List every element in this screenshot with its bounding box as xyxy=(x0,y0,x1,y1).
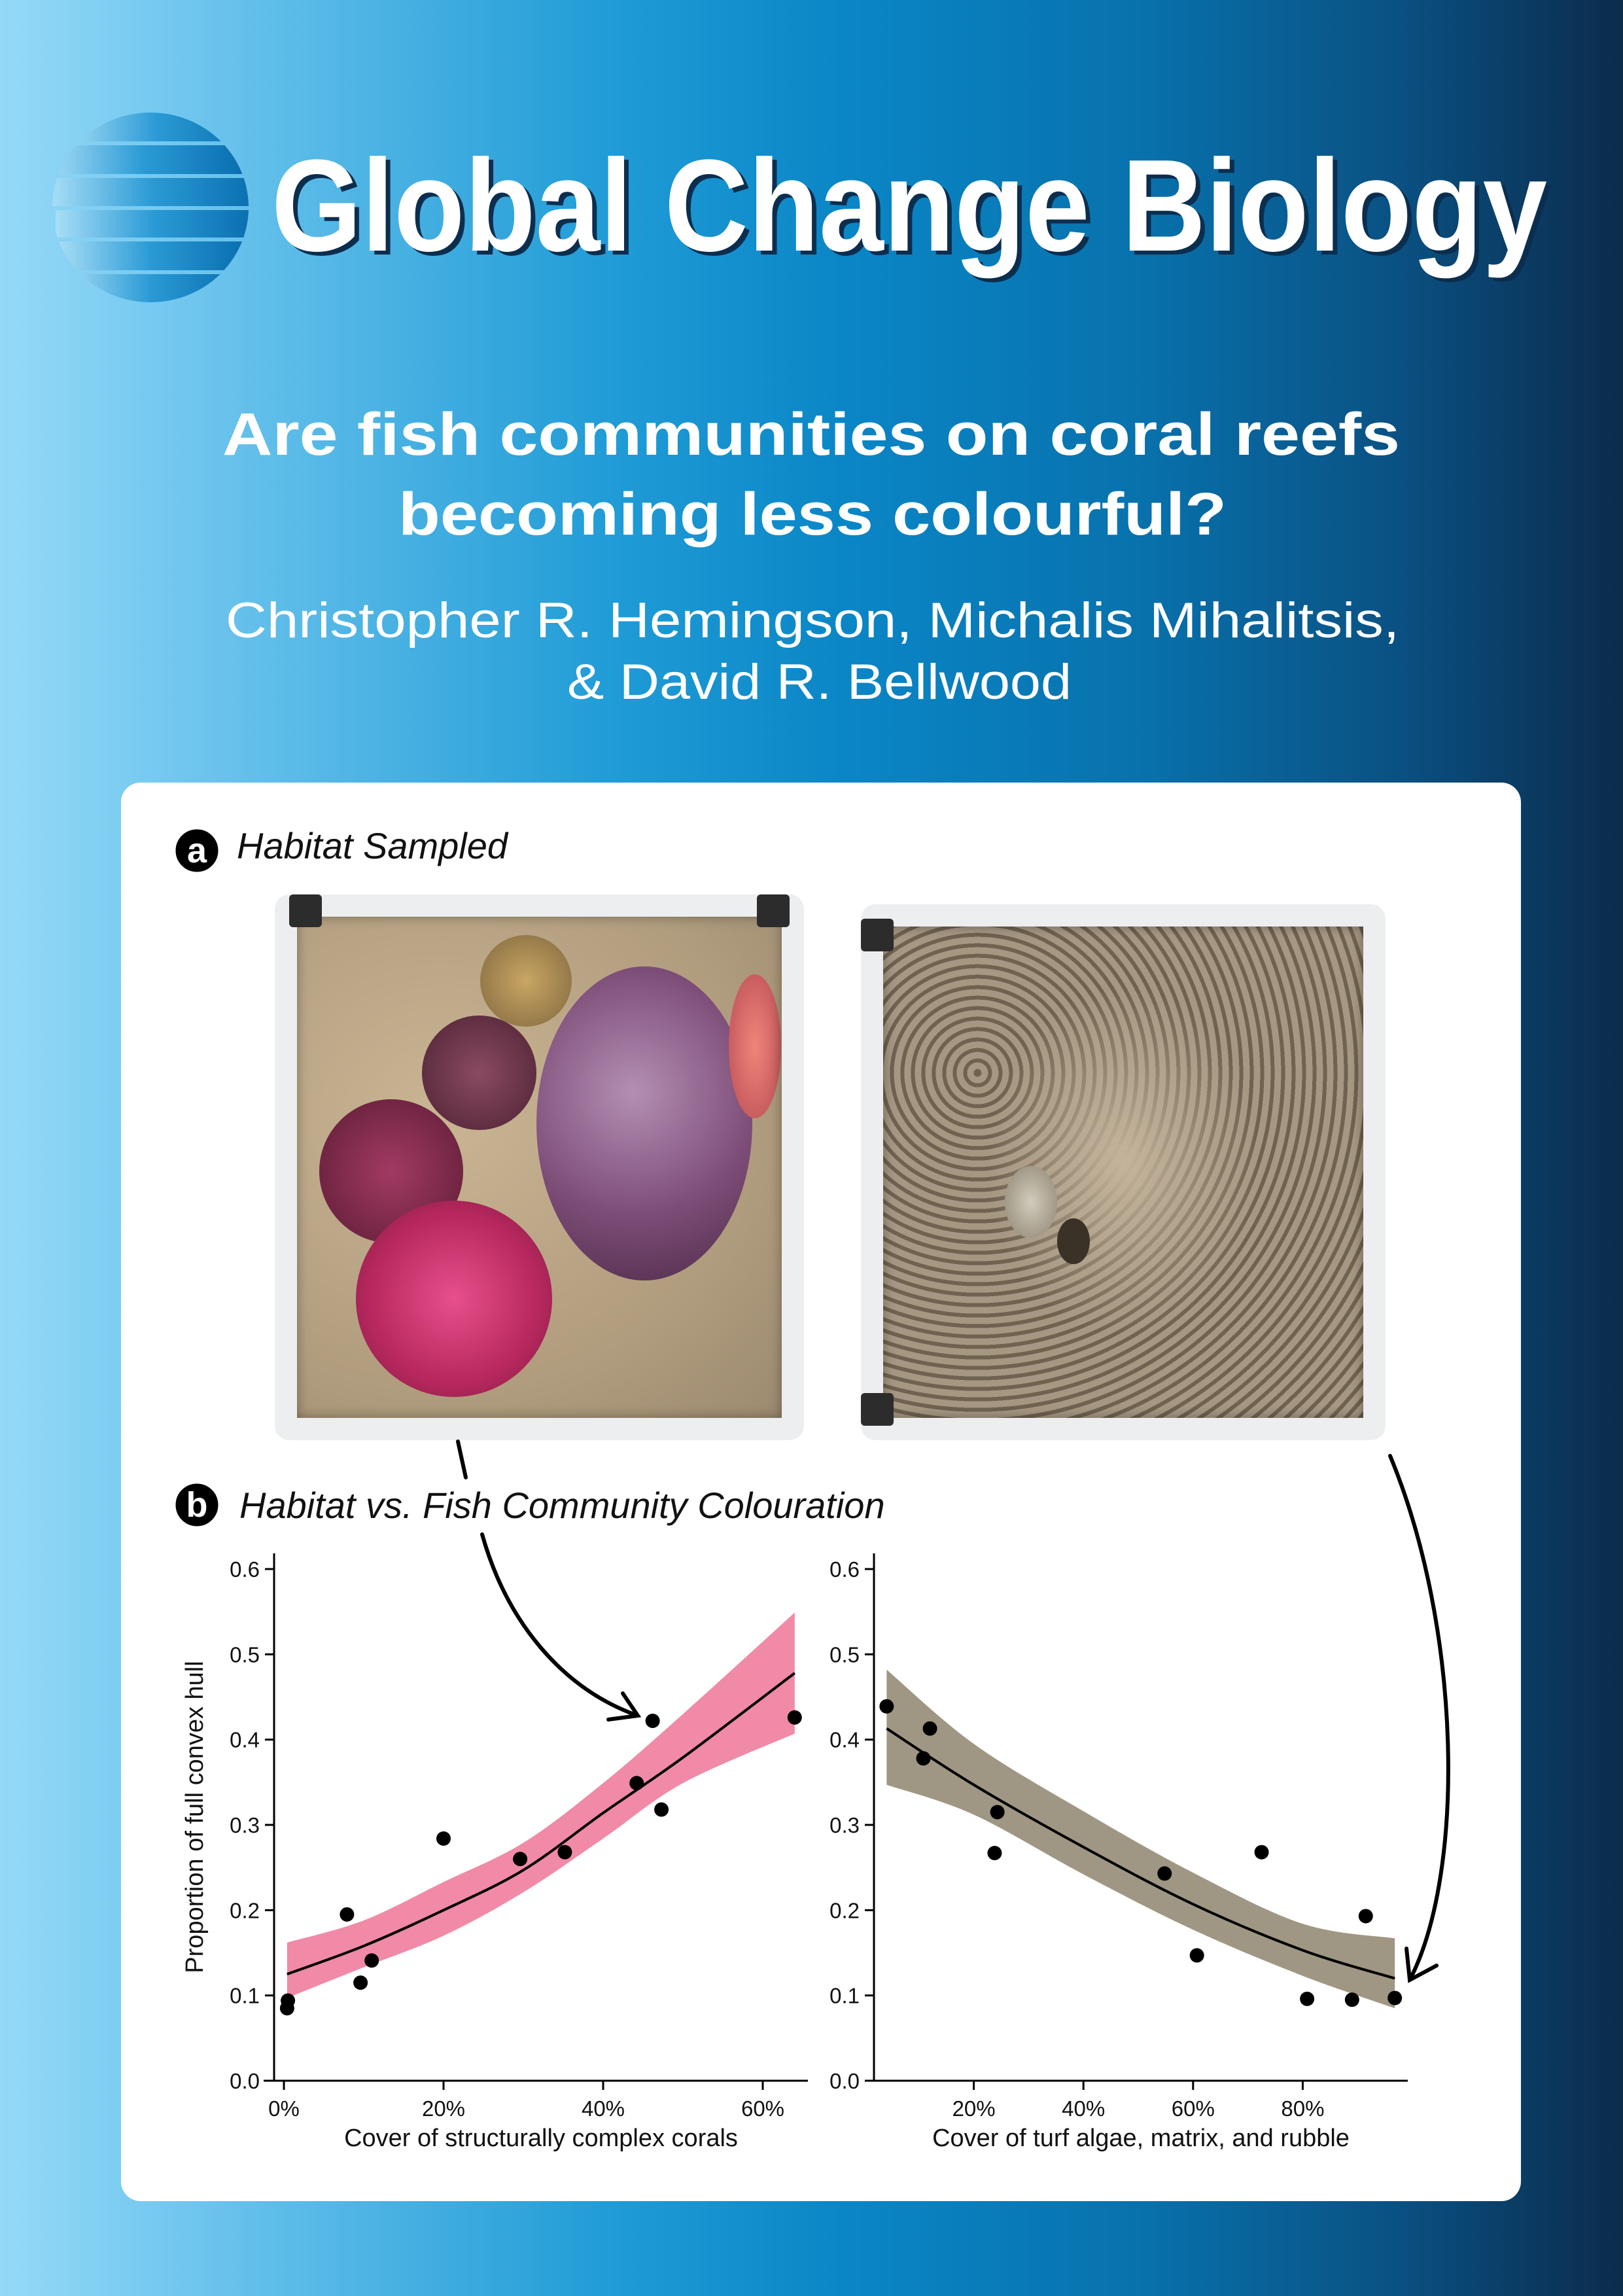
y-tick-label: 0.4 xyxy=(230,1728,260,1752)
coral-purple-cluster xyxy=(536,966,752,1280)
fit-line xyxy=(886,1727,1395,1980)
y-tick-label: 0.6 xyxy=(230,1557,260,1581)
y-tick-label: 0.3 xyxy=(230,1813,260,1837)
y-tick-label: 0.4 xyxy=(829,1728,860,1752)
data-point xyxy=(1157,1866,1172,1881)
data-point xyxy=(629,1776,644,1791)
panel-b-title: Habitat vs. Fish Community Colouration xyxy=(239,1485,885,1526)
data-point xyxy=(436,1831,451,1846)
confidence-band xyxy=(886,1669,1395,2009)
y-tick-label: 0.0 xyxy=(230,2069,260,2093)
data-point xyxy=(916,1751,931,1766)
x-tick-label: 60% xyxy=(741,2096,784,2121)
y-tick-label: 0.3 xyxy=(829,1813,860,1837)
data-point xyxy=(281,1993,296,2008)
x-tick-label: 20% xyxy=(422,2096,465,2121)
y-tick-label: 0.1 xyxy=(230,1984,260,2008)
header: Global Change Biology Are fish communiti… xyxy=(52,113,1547,710)
arrow-algae-to-point xyxy=(1388,1454,1450,1983)
panel-a-badge xyxy=(173,827,220,874)
panel-a-badge-letter: a xyxy=(187,831,207,870)
photo-coral-quadrat xyxy=(275,894,804,1440)
y-tick-label: 0.2 xyxy=(230,1898,260,1922)
y-tick-label: 0.6 xyxy=(829,1557,860,1581)
panel-b-badge xyxy=(173,1481,220,1528)
confidence-band xyxy=(287,1612,795,1998)
panel-a-title: Habitat Sampled xyxy=(237,825,509,866)
y-tick-label: 0.5 xyxy=(230,1642,260,1667)
x-tick-label: 40% xyxy=(582,2096,625,2121)
y-tick-label: 0.1 xyxy=(829,1984,860,2008)
panel-b-label: b Habitat vs. Fish Community Colouration xyxy=(173,1481,885,1528)
data-point xyxy=(1189,1948,1204,1963)
data-point xyxy=(513,1852,528,1867)
panel-b-badge-letter: b xyxy=(186,1485,208,1525)
authors-line-1: Christopher R. Hemingson, Michalis Mihal… xyxy=(226,593,1399,648)
data-point xyxy=(1344,1992,1359,2007)
data-point xyxy=(1358,1909,1373,1924)
article-title-line-1: Are fish communities on coral reefs xyxy=(222,401,1400,468)
data-point xyxy=(987,1846,1002,1861)
x-axis-title: Cover of structurally complex corals xyxy=(344,2125,738,2152)
data-point xyxy=(879,1699,894,1714)
chart-coral-cover: 0.0 0.1 0.2 0.3 0.4 0.5 0.6 0% 20% 40% 60%Cover of… xyxy=(181,1553,808,2152)
journal-title: Global Change Biology xyxy=(271,133,1547,279)
chart-algae-cover: 0.0 0.1 0.2 0.3 0.4 0.5 0.6 20% 40% 60% 80% Cover o… xyxy=(829,1553,1408,2152)
data-point xyxy=(922,1721,937,1736)
data-point xyxy=(1387,1990,1403,2005)
x-axis-title: Cover of turf algae, matrix, and rubble xyxy=(932,2125,1350,2152)
data-point xyxy=(990,1805,1005,1820)
data-point xyxy=(645,1713,660,1728)
data-point xyxy=(340,1907,355,1922)
authors-line-2: & David R. Bellwood xyxy=(567,654,1072,710)
y-tick-label: 0.0 xyxy=(829,2069,860,2093)
x-tick-label: 80% xyxy=(1281,2096,1324,2121)
data-point xyxy=(654,1802,669,1817)
panel-a-label: a Habitat Sampled xyxy=(173,825,509,874)
x-tick-label: 20% xyxy=(952,2096,996,2121)
x-tick-label: 0% xyxy=(268,2096,300,2121)
data-point xyxy=(353,1975,368,1990)
photo-turf-algae-quadrat xyxy=(861,904,1386,1440)
data-point xyxy=(364,1953,379,1968)
data-point xyxy=(1254,1845,1269,1860)
article-title-line-2: becoming less colourful? xyxy=(398,481,1227,548)
arrow-coral-to-point xyxy=(456,1439,642,1722)
y-axis-title: Proportion of full convex hull xyxy=(181,1661,209,1973)
y-tick-label: 0.2 xyxy=(829,1898,860,1922)
data-point xyxy=(787,1710,802,1725)
data-point xyxy=(557,1845,572,1860)
x-tick-label: 60% xyxy=(1172,2096,1215,2121)
y-tick-label: 0.5 xyxy=(829,1642,860,1667)
data-point xyxy=(1300,1991,1315,2006)
x-tick-label: 40% xyxy=(1062,2096,1105,2121)
fit-line xyxy=(287,1672,796,1975)
